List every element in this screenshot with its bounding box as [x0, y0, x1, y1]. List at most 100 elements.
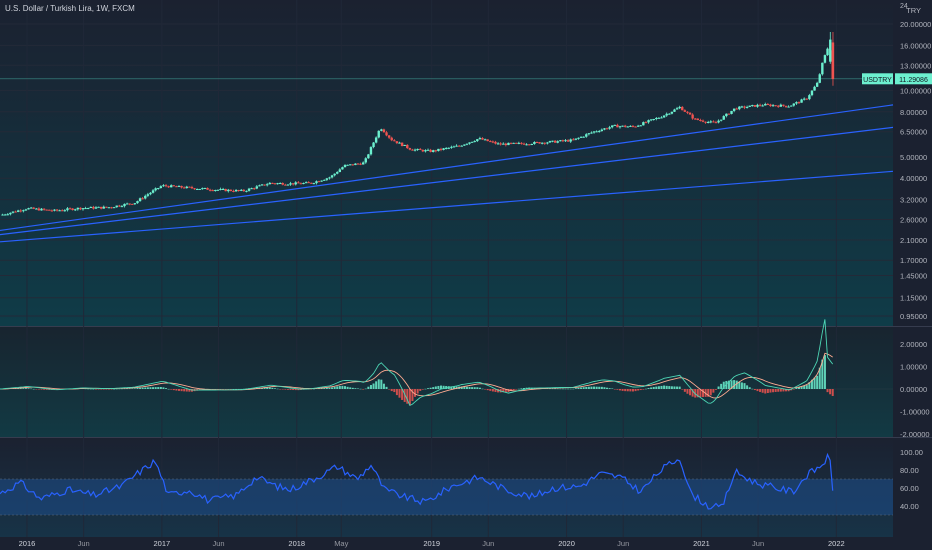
- candle-body: [110, 207, 113, 209]
- candle-body: [515, 142, 518, 144]
- candle-body: [53, 209, 56, 211]
- candle-body: [582, 136, 585, 138]
- candle-body: [380, 129, 383, 131]
- candle-body: [393, 140, 396, 142]
- macd-histogram-bar: [115, 388, 118, 390]
- candle-body: [538, 142, 541, 144]
- candle-body: [112, 207, 116, 209]
- macd-histogram-bar: [162, 387, 165, 389]
- candle-body: [411, 149, 414, 151]
- macd-histogram-bar: [102, 389, 105, 390]
- macd-histogram-bar: [414, 389, 417, 397]
- candle-body: [372, 142, 375, 148]
- macd-histogram-bar: [818, 367, 821, 389]
- candle-body: [302, 183, 305, 185]
- macd-histogram-bar: [574, 388, 577, 389]
- candle-body: [797, 102, 801, 104]
- macd-histogram-bar: [603, 387, 606, 389]
- macd-histogram-bar: [452, 386, 455, 389]
- candle-body: [328, 177, 331, 179]
- candle-body: [652, 118, 655, 120]
- candle-body: [118, 205, 121, 207]
- candle-body: [660, 117, 663, 119]
- candle-body: [665, 113, 668, 116]
- macd-histogram-bar: [89, 388, 92, 390]
- candle-body: [341, 167, 344, 170]
- candle-body: [478, 138, 482, 140]
- macd-histogram-bar: [821, 359, 824, 389]
- candle-body: [343, 165, 347, 168]
- candle-body: [92, 206, 95, 209]
- candle-body: [595, 131, 598, 133]
- candle-body: [644, 122, 648, 124]
- macd-histogram-bar: [131, 388, 134, 389]
- candle-body: [278, 183, 282, 185]
- macd-histogram-bar: [97, 389, 100, 390]
- candle-body: [683, 110, 687, 112]
- macd-indicator[interactable]: [0, 319, 893, 407]
- macd-histogram-bar: [341, 385, 344, 389]
- candle-body: [450, 146, 453, 148]
- macd-histogram-bar: [94, 389, 97, 390]
- macd-histogram-bar: [183, 389, 186, 392]
- macd-histogram-bar: [385, 386, 388, 389]
- candle-body: [696, 118, 700, 120]
- candle-body: [499, 143, 502, 145]
- macd-histogram-bar: [691, 389, 694, 397]
- macd-histogram-bar: [582, 387, 585, 389]
- last-price-tag: 11.29086: [899, 77, 928, 84]
- candle-body: [496, 143, 500, 145]
- rsi-tick-label: 100.00: [900, 448, 923, 457]
- candle-body: [182, 187, 186, 189]
- candle-body: [826, 48, 829, 56]
- candle-body: [11, 211, 15, 213]
- candle-body: [709, 121, 712, 123]
- candle-body: [374, 137, 378, 143]
- candle-body: [434, 150, 438, 152]
- macd-histogram-bar: [401, 389, 404, 400]
- price-tick-label: 5.00000: [900, 153, 927, 162]
- macd-histogram-bar: [281, 389, 284, 390]
- candle-body: [349, 164, 352, 166]
- macd-histogram-bar: [17, 388, 20, 389]
- candle-body: [473, 141, 476, 143]
- macd-histogram-bar: [730, 380, 733, 389]
- macd-histogram-bar: [580, 387, 583, 389]
- macd-histogram-bar: [797, 387, 800, 389]
- macd-histogram-bar: [139, 387, 142, 389]
- macd-histogram-bar: [273, 388, 276, 389]
- macd-histogram-bar: [235, 388, 238, 390]
- rsi-band: [0, 479, 893, 515]
- candles[interactable]: [1, 31, 835, 216]
- macd-histogram-bar: [803, 385, 806, 389]
- macd-histogram-bar: [268, 387, 271, 389]
- candle-body: [6, 214, 9, 216]
- candle-body: [74, 209, 77, 211]
- macd-pane-bg: [0, 327, 893, 437]
- candle-body: [439, 148, 443, 150]
- candle-body: [167, 186, 170, 188]
- candle-body: [406, 144, 409, 149]
- candle-body: [670, 111, 674, 114]
- candle-body: [170, 185, 173, 188]
- macd-histogram-bar: [810, 379, 813, 389]
- macd-histogram-bar: [769, 389, 772, 393]
- candle-body: [107, 207, 111, 209]
- trendlines[interactable]: [0, 104, 894, 243]
- macd-histogram-bar: [159, 387, 162, 389]
- candle-body: [193, 188, 196, 190]
- candle-body: [647, 120, 650, 123]
- candle-body: [387, 135, 391, 138]
- candle-body: [421, 149, 425, 152]
- macd-histogram-bar: [637, 389, 640, 391]
- candle-body: [304, 182, 308, 184]
- price-tick-label: 13.00000: [900, 61, 931, 70]
- rsi-indicator[interactable]: [0, 452, 893, 516]
- candle-body: [66, 208, 69, 211]
- macd-histogram-bar: [356, 388, 359, 389]
- macd-histogram-bar: [699, 389, 702, 398]
- candle-body: [138, 198, 142, 202]
- macd-histogram-bar: [367, 386, 370, 389]
- candle-body: [447, 147, 450, 149]
